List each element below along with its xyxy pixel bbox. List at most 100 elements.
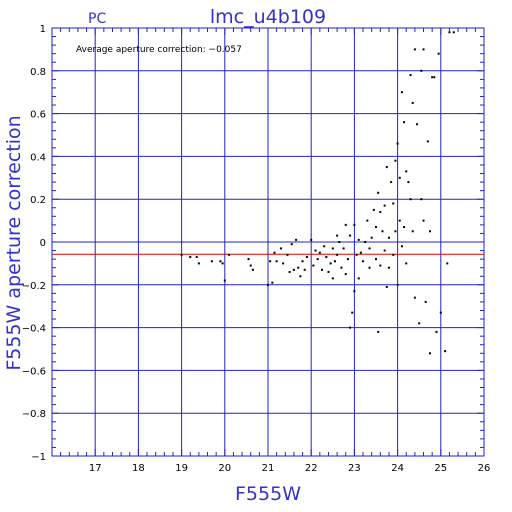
data-point-53 xyxy=(353,290,356,293)
x-tick-label-2: 18 xyxy=(132,463,145,474)
data-point-47 xyxy=(344,223,347,226)
data-point-97 xyxy=(411,101,414,104)
data-point-103 xyxy=(420,198,423,201)
data-point-105 xyxy=(422,48,425,51)
data-point-45 xyxy=(340,266,343,269)
data-point-119 xyxy=(452,31,455,34)
data-point-51 xyxy=(349,326,352,329)
y-tick-labels: −1 −0.8 −0.6 −0.4 −0.2 0 0.2 0.4 0.6 0.8 1 xyxy=(22,24,46,463)
data-point-44 xyxy=(338,241,341,243)
grid-lines xyxy=(52,28,484,456)
data-point-9 xyxy=(247,258,250,261)
data-points xyxy=(180,31,455,355)
y-tick-label-8: 0.6 xyxy=(30,110,46,121)
data-point-107 xyxy=(424,300,427,303)
data-point-118 xyxy=(448,31,451,34)
data-point-106 xyxy=(422,219,425,222)
data-point-85 xyxy=(396,283,399,286)
data-point-68 xyxy=(377,191,380,194)
data-point-39 xyxy=(331,247,334,250)
data-point-28 xyxy=(305,255,308,258)
data-point-112 xyxy=(433,76,436,79)
data-point-13 xyxy=(269,260,272,263)
average-correction-annotation: Average aperture correction: −0.057 xyxy=(76,45,242,55)
x-tick-label-10: 26 xyxy=(478,463,491,474)
x-tick-label-1: 17 xyxy=(89,463,102,474)
data-point-109 xyxy=(429,230,431,233)
data-point-87 xyxy=(398,219,401,222)
y-axis-label: F555W aperture correction xyxy=(3,115,25,370)
data-point-22 xyxy=(292,268,295,271)
x-tick-label-6: 22 xyxy=(305,463,318,474)
data-point-56 xyxy=(357,277,360,280)
data-point-80 xyxy=(392,253,395,256)
data-point-79 xyxy=(390,181,393,184)
data-point-15 xyxy=(273,251,276,254)
data-point-62 xyxy=(368,247,371,250)
data-point-69 xyxy=(377,330,380,333)
data-point-23 xyxy=(295,238,298,241)
y-tick-label-4: −0.2 xyxy=(22,281,46,292)
data-point-83 xyxy=(394,230,397,233)
data-point-89 xyxy=(400,245,403,248)
data-point-108 xyxy=(426,140,429,143)
data-point-37 xyxy=(327,270,330,273)
data-point-104 xyxy=(420,69,423,72)
data-point-114 xyxy=(437,52,440,55)
data-point-101 xyxy=(416,123,419,126)
data-point-14 xyxy=(271,281,274,284)
data-point-24 xyxy=(297,266,300,269)
data-point-7 xyxy=(223,279,226,282)
data-point-61 xyxy=(366,219,369,222)
data-point-116 xyxy=(444,350,447,353)
x-axis-label: F555W xyxy=(235,483,301,505)
data-point-25 xyxy=(299,275,302,278)
data-point-3 xyxy=(197,262,200,265)
data-point-100 xyxy=(413,296,416,299)
y-tick-label-5: 0 xyxy=(40,238,46,249)
data-point-19 xyxy=(286,253,289,256)
x-tick-label-7: 23 xyxy=(348,463,361,474)
data-point-30 xyxy=(312,264,315,267)
data-point-90 xyxy=(403,121,406,124)
data-point-110 xyxy=(429,352,431,355)
axis-ticks xyxy=(51,27,485,457)
data-point-18 xyxy=(282,262,285,265)
corner-label: PC xyxy=(88,11,106,27)
data-point-88 xyxy=(400,91,403,94)
data-point-6 xyxy=(221,262,224,265)
y-tick-label-7: 0.4 xyxy=(30,152,46,163)
x-tick-label-9: 25 xyxy=(434,463,447,474)
data-point-10 xyxy=(249,264,252,267)
data-point-59 xyxy=(362,260,365,263)
data-point-48 xyxy=(344,273,347,276)
data-point-93 xyxy=(405,262,408,265)
data-point-82 xyxy=(394,159,397,162)
data-point-99 xyxy=(413,48,416,51)
x-tick-label-5: 21 xyxy=(262,463,275,474)
x-tick-label-3: 19 xyxy=(175,463,188,474)
data-point-67 xyxy=(375,226,377,229)
chart-title: lmc_u4b109 xyxy=(210,6,326,28)
data-point-21 xyxy=(290,243,293,246)
data-point-40 xyxy=(331,277,334,280)
data-point-92 xyxy=(405,170,408,173)
data-point-91 xyxy=(403,226,406,229)
y-tick-label-3: −0.4 xyxy=(22,324,46,335)
data-point-64 xyxy=(370,236,373,239)
x-tick-labels: 17 18 19 20 21 22 23 24 25 26 xyxy=(89,463,491,474)
data-point-102 xyxy=(418,322,421,325)
data-point-78 xyxy=(387,236,390,239)
data-point-2 xyxy=(195,255,198,258)
data-point-95 xyxy=(409,74,412,77)
data-point-11 xyxy=(251,268,254,271)
data-point-35 xyxy=(323,245,326,248)
data-point-8 xyxy=(228,253,231,256)
data-point-60 xyxy=(364,241,367,243)
data-point-0 xyxy=(180,253,183,256)
y-tick-label-9: 0.8 xyxy=(30,67,46,78)
data-point-36 xyxy=(325,255,328,258)
data-point-4 xyxy=(210,260,213,263)
data-point-70 xyxy=(379,264,382,267)
data-point-5 xyxy=(219,260,222,263)
